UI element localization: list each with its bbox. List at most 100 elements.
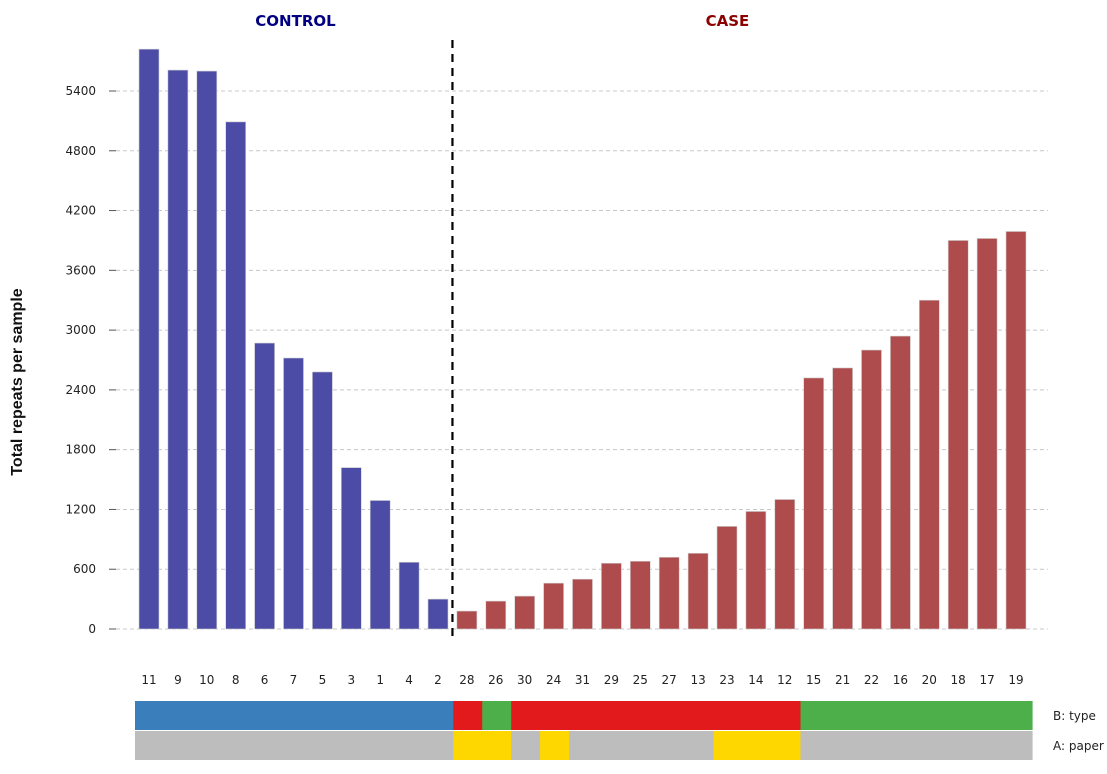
x-tick-label: 8 (232, 673, 240, 687)
x-tick-label: 15 (806, 673, 821, 687)
x-tick-label: 18 (951, 673, 966, 687)
bar-7 (283, 357, 304, 630)
x-tick-label: 24 (546, 673, 561, 687)
bar-2 (427, 598, 449, 630)
track-cell (163, 701, 194, 730)
bar-17 (976, 238, 998, 630)
x-tick-label: 17 (979, 673, 994, 687)
track-cell (945, 701, 975, 730)
x-tick-label: 12 (777, 673, 792, 687)
track-cell (221, 701, 252, 730)
x-tick-label: 10 (199, 673, 214, 687)
track-cell (887, 731, 917, 760)
bar-5 (312, 371, 333, 630)
bar-20 (918, 299, 940, 630)
bar-30 (514, 595, 536, 630)
x-tick-label: 29 (604, 673, 619, 687)
track-cell (221, 731, 252, 760)
track-cell (192, 731, 223, 760)
x-tick-label: 20 (922, 673, 937, 687)
x-tick-label: 7 (290, 673, 298, 687)
y-tick-label: 600 (73, 562, 96, 576)
track-cell (569, 701, 599, 730)
track-cell (858, 701, 888, 730)
track-cell (308, 731, 339, 760)
y-tick-label: 1800 (65, 443, 96, 457)
bar-8 (225, 121, 246, 630)
x-tick-label: 16 (893, 673, 908, 687)
bar-3 (340, 467, 362, 630)
track-cell (800, 701, 831, 730)
bar-1 (369, 500, 391, 630)
y-tick-label: 3000 (65, 323, 96, 337)
track-cell (597, 701, 628, 730)
bar-9 (167, 69, 189, 630)
x-tick-label: 4 (405, 673, 413, 687)
x-tick-label: 30 (517, 673, 532, 687)
x-tick-label: 31 (575, 673, 590, 687)
track-cell (771, 701, 802, 730)
track-cell (597, 731, 628, 760)
track-cell (829, 731, 859, 760)
track-cell (713, 701, 744, 730)
track-cell (453, 701, 483, 730)
track-cell (540, 731, 570, 760)
bar-28 (456, 610, 478, 630)
track-cell (974, 731, 1004, 760)
track-cell (887, 701, 917, 730)
track-cell (511, 731, 541, 760)
track-cell (569, 731, 599, 760)
annotation-track: A: paper (135, 731, 1104, 760)
y-tick-label: 5400 (65, 84, 96, 98)
track-label: B: type (1053, 709, 1096, 723)
group-title-control: CONTROL (255, 12, 336, 30)
bar-31 (572, 578, 593, 630)
track-cell (366, 701, 397, 730)
track-cell (250, 731, 281, 760)
track-cell (858, 731, 888, 760)
track-cell (424, 731, 454, 760)
track-cell (626, 701, 657, 730)
x-tick-label: 28 (459, 673, 474, 687)
x-tick-label: 6 (261, 673, 269, 687)
bar-19 (1005, 231, 1027, 630)
track-cell (395, 701, 425, 730)
track-cell (453, 731, 483, 760)
track-cell (626, 731, 657, 760)
x-tick-label: 25 (633, 673, 648, 687)
y-tick-label: 0 (88, 622, 96, 636)
track-cell (540, 701, 570, 730)
x-tick-labels: 11 9 10 8 6 7 5 3 1 4 2 28 26 30 24 31 29 25 27 13 23 14 12 15 2… (141, 673, 1023, 687)
y-tick-label: 3600 (65, 263, 96, 277)
track-cell (829, 701, 859, 730)
bar-14 (745, 511, 767, 630)
track-cell (395, 731, 425, 760)
bar-4 (398, 561, 420, 630)
bar-29 (601, 562, 622, 630)
group-title-case: CASE (706, 12, 750, 30)
y-axis: 0 600 1200 1800 2400 3000 3600 4200 4800 5400 (65, 84, 116, 636)
track-cell (655, 731, 686, 760)
track-cell (135, 701, 165, 730)
x-tick-label: 23 (719, 673, 734, 687)
track-cell (482, 701, 512, 730)
x-tick-label: 27 (662, 673, 677, 687)
group-titles: CONTROL CASE (255, 12, 749, 30)
bar-27 (658, 556, 680, 630)
track-cell (482, 731, 512, 760)
track-cell (684, 701, 715, 730)
track-cell (945, 731, 975, 760)
track-cell (742, 731, 773, 760)
annotation-tracks: B: type A: paper (135, 701, 1104, 760)
annotation-track: B: type (135, 701, 1096, 730)
y-tick-label: 2400 (65, 383, 96, 397)
track-cell (1003, 731, 1033, 760)
x-tick-label: 9 (174, 673, 182, 687)
track-cell (771, 731, 802, 760)
x-tick-label: 13 (690, 673, 705, 687)
bar-16 (890, 335, 911, 630)
x-tick-label: 3 (347, 673, 355, 687)
track-cell (916, 731, 946, 760)
track-cell (192, 701, 223, 730)
bar-22 (861, 349, 882, 630)
